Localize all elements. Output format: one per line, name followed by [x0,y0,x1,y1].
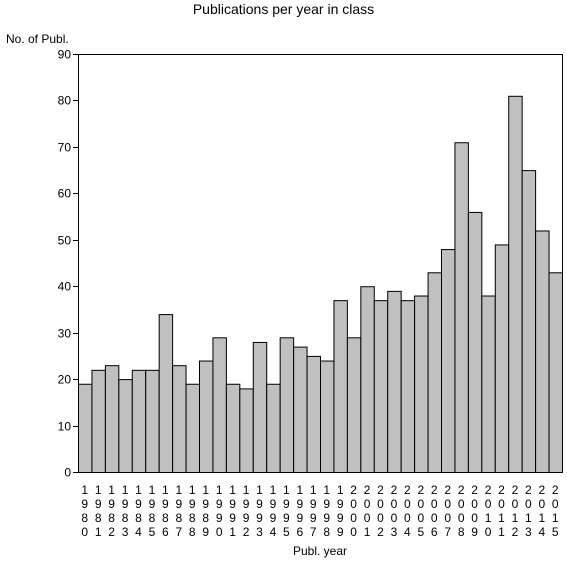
plot-frame [78,54,563,473]
bar-1987 [172,365,187,473]
bar-1985 [145,369,160,474]
bar-1982 [104,365,120,473]
bar-2003 [387,290,402,473]
y-axis: 0 10 20 30 40 50 60 70 80 90 [58,48,78,480]
bar-2002 [373,300,389,473]
bars-group [78,95,563,474]
y-tick-label: 10 [58,420,72,434]
bar-2011 [494,244,510,473]
y-tick-label: 50 [58,234,72,248]
bar-2001 [360,286,375,473]
bar-1988 [185,383,201,473]
bar-1991 [225,383,241,473]
bar-1996 [293,346,308,474]
bar-1994 [266,383,281,473]
bar-2009 [467,211,483,474]
y-tick-label: 90 [58,48,72,62]
bar-1998 [320,360,335,473]
bar-2006 [427,272,442,473]
bar-2007 [441,249,456,473]
y-tick-label: 20 [58,373,72,387]
bar-1981 [91,369,106,474]
bar-1999 [333,300,348,473]
bar-1986 [158,314,174,474]
bar-2005 [414,295,429,473]
bar-1989 [199,360,214,473]
y-tick-label: 60 [58,187,72,201]
bar-2014 [535,230,550,473]
x-axis-label: Publ. year [292,544,348,558]
bar-1980 [78,383,93,473]
y-axis-label: No. of Publ. [6,32,69,46]
y-tick-label: 30 [58,327,72,341]
bar-2000 [346,337,362,473]
y-tick-label: 0 [64,466,71,480]
bar-2010 [481,295,496,473]
bar-2013 [521,170,537,473]
chart-title: Publications per year in class [192,1,375,17]
bar-1983 [118,379,133,473]
bar-2015 [548,272,563,473]
bar-2004 [400,300,416,473]
bar-2008 [454,142,469,473]
y-tick-label: 70 [58,141,72,155]
bar-1984 [131,369,147,474]
bar-1993 [252,341,268,474]
y-tick-label: 80 [58,94,72,108]
bar-1992 [239,388,254,473]
bar-2012 [508,95,523,474]
y-tick-label: 40 [58,280,72,294]
bar-1995 [279,337,295,473]
x-axis-ticks: 1 9 8 0 1 9 8 1 1 9 8 2 1 9 8 3 1 9 8 4 1 9 8 5 1 9 8 6 1 9 8 7 1 9 8 8 1 9 8 9… [81,483,559,539]
bar-1990 [212,337,227,473]
bar-1997 [306,355,321,473]
